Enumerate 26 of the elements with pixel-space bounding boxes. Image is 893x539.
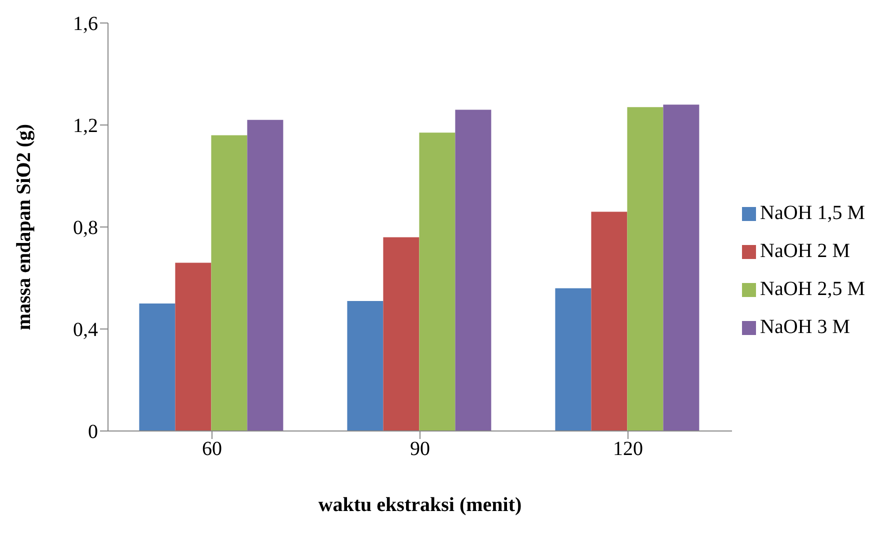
bar — [591, 212, 628, 431]
y-axis-title: massa endapan SiO2 (g) — [13, 124, 36, 330]
bar — [383, 237, 420, 431]
bar — [555, 288, 592, 431]
y-tick-label: 1,6 — [73, 13, 98, 36]
x-tick-label: 90 — [410, 438, 430, 460]
y-tick-label: 1,2 — [73, 115, 98, 138]
bar — [247, 120, 284, 431]
bar — [175, 262, 212, 431]
bar — [139, 304, 176, 431]
legend-label: NaOH 1,5 M — [760, 202, 865, 224]
bar — [455, 110, 492, 431]
x-tick-label: 120 — [613, 438, 643, 460]
y-tick-label: 0,8 — [73, 217, 98, 240]
legend-label: NaOH 2,5 M — [760, 278, 865, 300]
bar — [419, 132, 456, 431]
bar — [211, 135, 248, 431]
y-tick-label: 0,4 — [73, 319, 98, 342]
bar — [627, 107, 664, 431]
x-tick-label: 60 — [202, 438, 222, 460]
legend-label: NaOH 3 M — [760, 316, 850, 338]
bar — [663, 104, 700, 431]
y-tick-label: 0 — [88, 421, 98, 444]
legend-label: NaOH 2 M — [760, 240, 850, 262]
bar — [347, 300, 384, 431]
x-axis-title: waktu ekstraksi (menit) — [318, 494, 522, 516]
